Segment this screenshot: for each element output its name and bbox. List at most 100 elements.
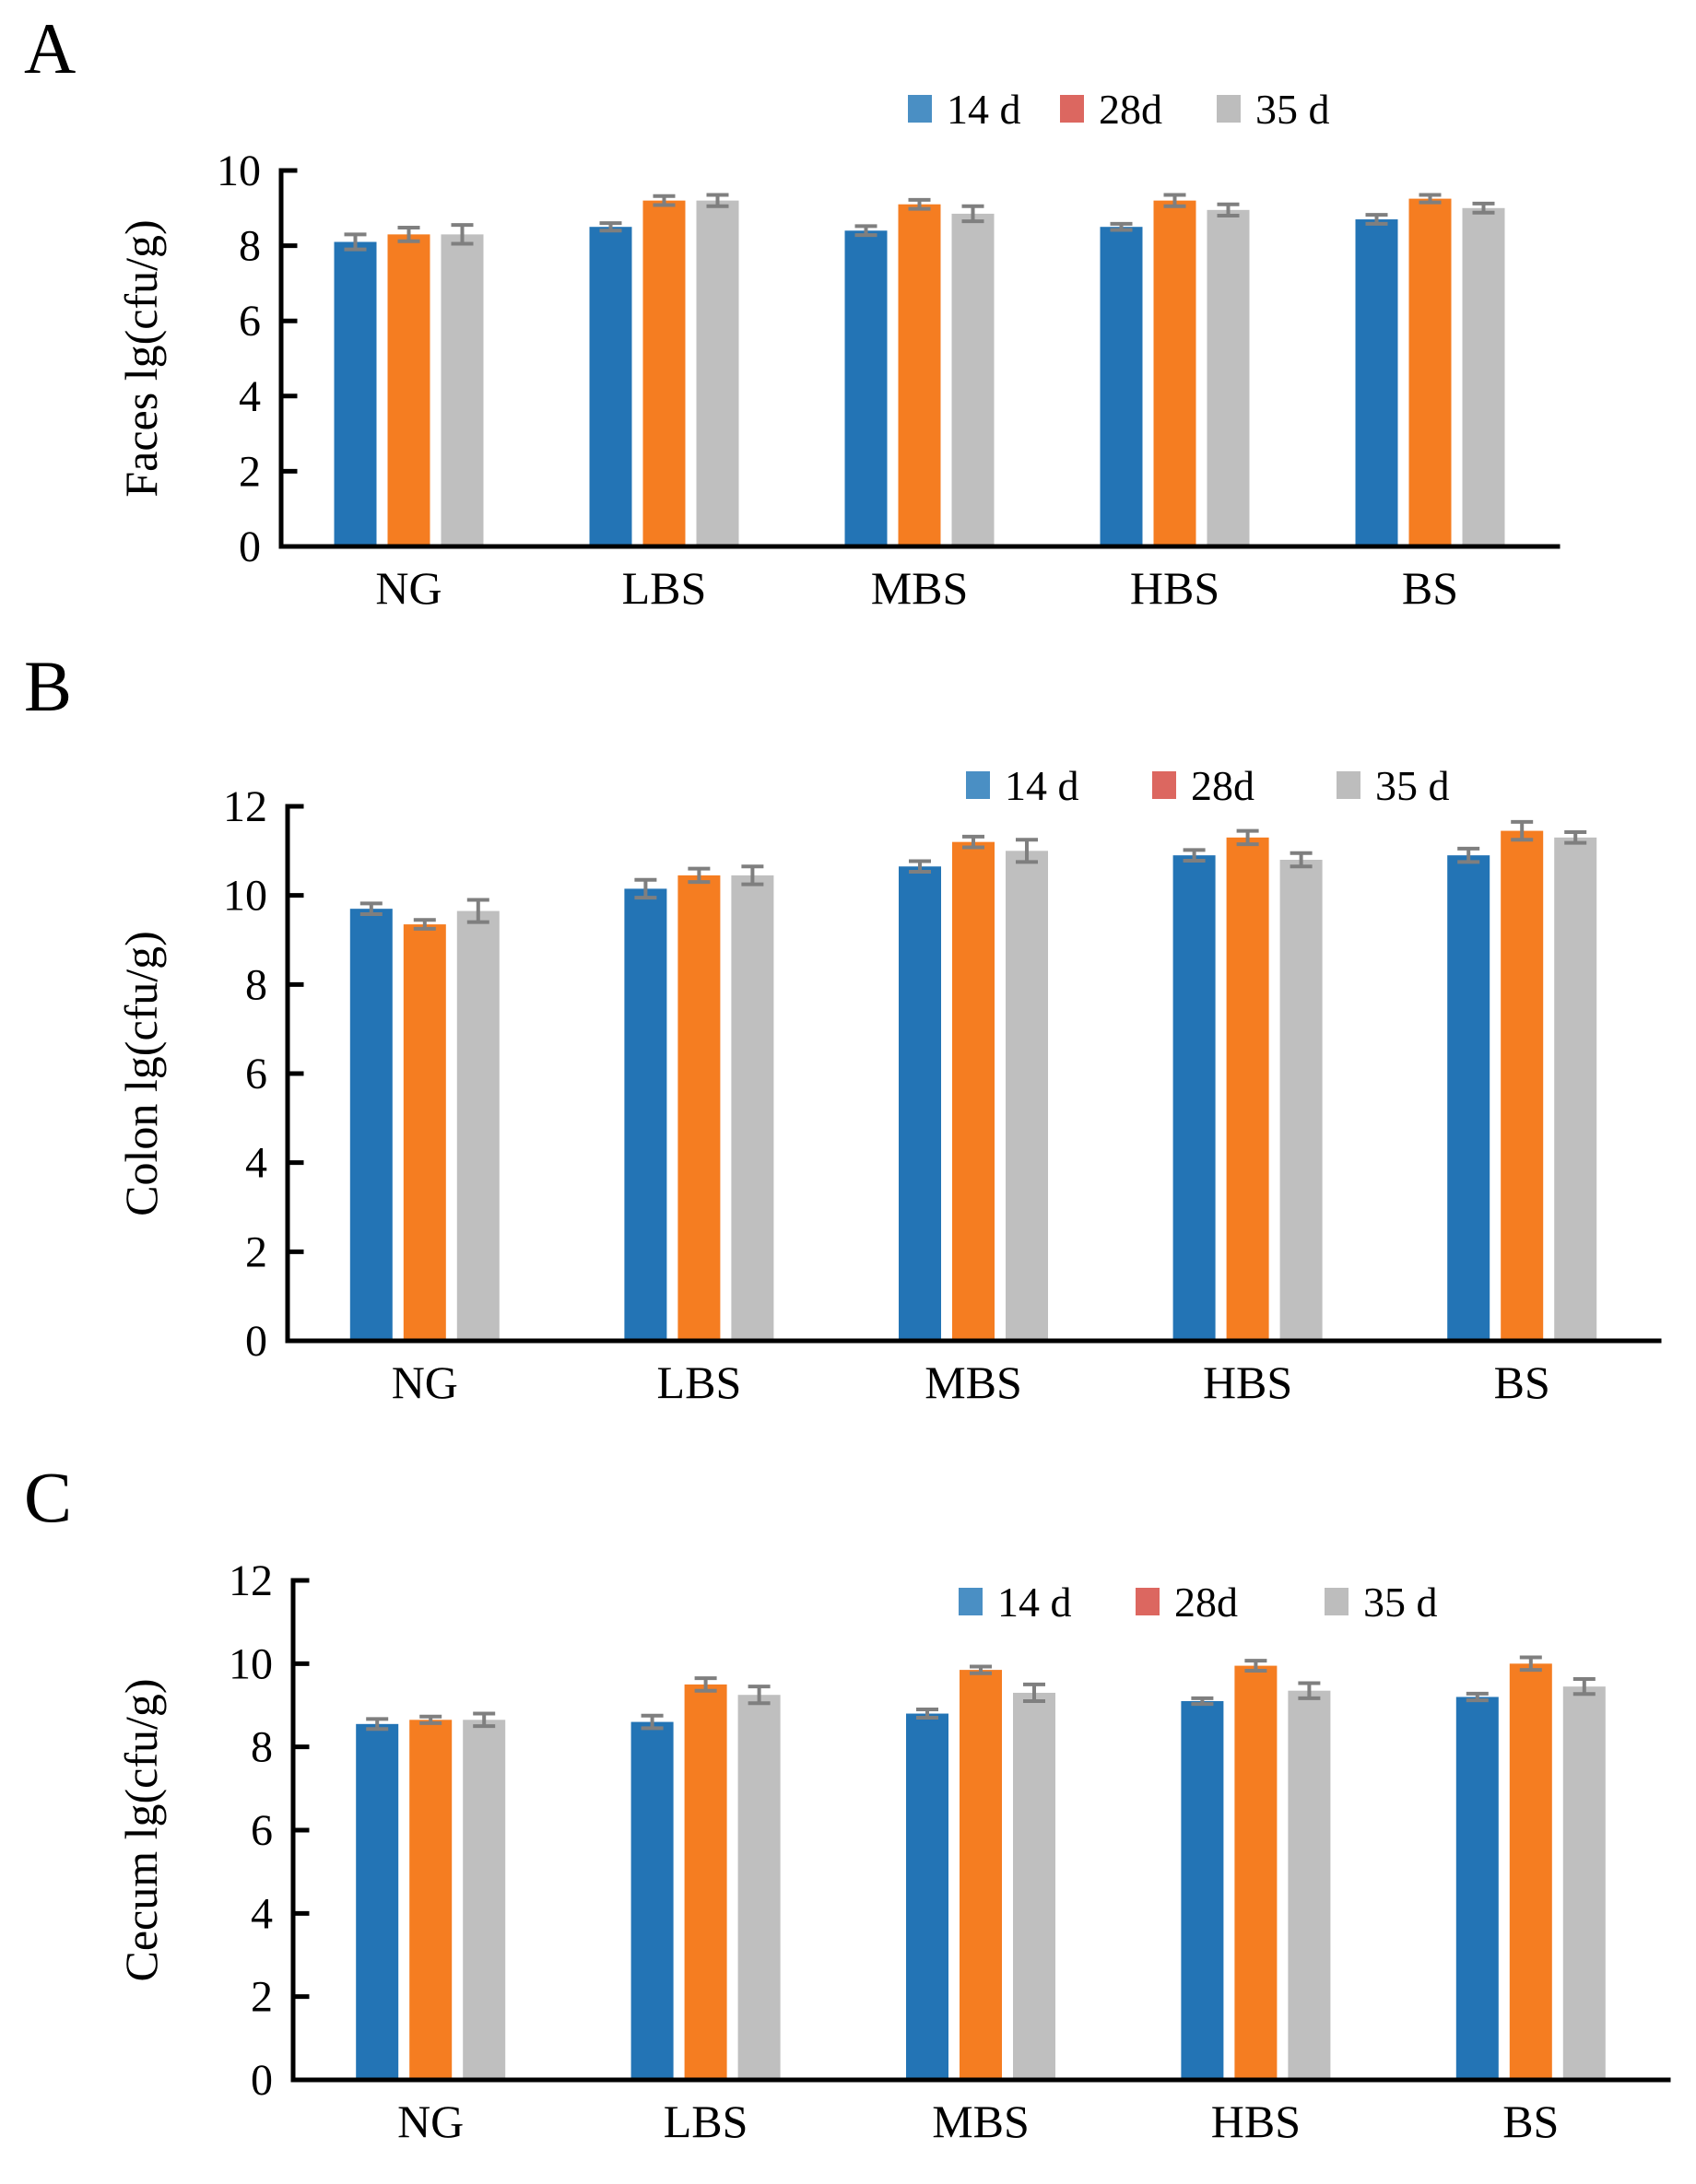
bar-HBS-28d xyxy=(1226,837,1269,1341)
x-category-label: BS xyxy=(1502,2096,1559,2147)
error-bar xyxy=(634,877,657,900)
bar-LBS-28d xyxy=(642,200,686,546)
bar-HBS-35d xyxy=(1207,209,1250,546)
legend-label: 35 d xyxy=(1375,762,1450,809)
bar-BS-14d xyxy=(1355,219,1398,547)
error-bar xyxy=(366,1717,389,1732)
axes xyxy=(278,168,1561,549)
bar-MBS-14d xyxy=(906,1713,948,2080)
error-bar xyxy=(908,197,931,211)
bar-BS-35d xyxy=(1554,837,1597,1341)
bar-MBS-14d xyxy=(899,866,941,1341)
error-bar xyxy=(419,1714,442,1725)
y-tick-label: 10 xyxy=(217,147,261,195)
bar-LBS-35d xyxy=(696,200,739,546)
bar-BS-28d xyxy=(1408,198,1452,546)
legend-label: 14 d xyxy=(997,1579,1072,1626)
bar-BS-35d xyxy=(1562,1686,1606,2080)
error-bar xyxy=(466,898,489,924)
y-axis-title: Cecum lg(cfu/g) xyxy=(115,1678,167,1981)
legend-label: 14 d xyxy=(947,86,1021,133)
bar-HBS-28d xyxy=(1234,1665,1278,2080)
y-tick-label: 8 xyxy=(251,1723,273,1772)
legend-label: 35 d xyxy=(1255,86,1330,133)
bar-MBS-35d xyxy=(1013,1692,1055,2080)
legend-label: 35 d xyxy=(1363,1579,1438,1626)
chart-a-feces: 0 2 4 6 8 10 NG LBS MBS HBS BS Faces lg(cfu/g) 14 d 2… xyxy=(115,86,1561,614)
error-bar xyxy=(599,221,622,233)
error-bar xyxy=(1191,1696,1214,1707)
legend: 14 d 28d 35 d xyxy=(959,1579,1438,1626)
bar-MBS-14d xyxy=(844,230,888,546)
error-bar xyxy=(916,1708,938,1720)
bar-HBS-14d xyxy=(1181,1700,1224,2080)
x-category-label: NG xyxy=(375,562,442,614)
error-bar xyxy=(1217,202,1240,217)
bar-HBS-35d xyxy=(1288,1690,1331,2080)
y-tick-label: 0 xyxy=(245,1317,267,1366)
legend-label: 28d xyxy=(1099,86,1162,133)
y-axis-title: Faces lg(cfu/g) xyxy=(115,219,167,497)
legend-swatch-14d xyxy=(966,771,990,799)
y-tick-label: 10 xyxy=(229,1639,273,1688)
error-bar xyxy=(413,918,436,931)
chart-c-cecum: 0 2 4 6 8 10 12 NG LBS MBS HBS BS Cecum lg(cfu/g) 14 … xyxy=(115,1556,1671,2147)
error-bar xyxy=(694,1676,717,1693)
legend: 14 d 28d 35 d xyxy=(966,762,1450,809)
x-category-label: HBS xyxy=(1211,2096,1301,2147)
bar-LBS-14d xyxy=(589,227,632,546)
x-category-label: BS xyxy=(1494,1356,1550,1408)
error-bar xyxy=(451,223,474,246)
y-tick-label: 2 xyxy=(251,1973,273,2022)
error-bar xyxy=(473,1711,496,1729)
bar-LBS-14d xyxy=(630,1721,674,2080)
axes xyxy=(290,1578,1671,2083)
legend-swatch-35d xyxy=(1325,1588,1349,1615)
error-bar xyxy=(1457,846,1480,864)
y-tick-label: 4 xyxy=(245,1139,267,1188)
y-tick-label: 0 xyxy=(251,2056,273,2105)
bar-HBS-35d xyxy=(1279,860,1323,1341)
error-bar xyxy=(1183,848,1206,863)
bar-LBS-28d xyxy=(684,1684,727,2080)
y-tick-label: 12 xyxy=(223,782,267,831)
error-bar xyxy=(741,864,764,887)
error-bar xyxy=(1511,819,1534,842)
panel-b-letter: B xyxy=(24,646,73,726)
y-tick-label: 10 xyxy=(223,872,267,921)
x-category-label: HBS xyxy=(1203,1356,1292,1408)
error-bar xyxy=(1110,221,1133,232)
x-category-label: MBS xyxy=(871,562,969,614)
bar-NG-14d xyxy=(334,241,377,546)
x-category-label: NG xyxy=(392,1356,458,1408)
bar-LBS-35d xyxy=(731,875,774,1341)
bar-HBS-14d xyxy=(1172,855,1216,1341)
y-tick-label: 12 xyxy=(229,1556,273,1605)
x-category-label: LBS xyxy=(657,1356,742,1408)
y-tick-label: 6 xyxy=(245,1050,267,1098)
x-category-label: LBS xyxy=(622,562,707,614)
x-category-label: HBS xyxy=(1130,562,1219,614)
legend-swatch-14d xyxy=(908,95,932,123)
legend-swatch-28d xyxy=(1152,771,1176,799)
bar-NG-14d xyxy=(349,909,393,1341)
y-tick-label: 0 xyxy=(239,523,261,571)
error-bar xyxy=(1472,201,1495,215)
y-tick-label: 8 xyxy=(239,222,261,271)
error-bar xyxy=(1016,838,1038,864)
error-bar xyxy=(1236,828,1259,847)
error-bar xyxy=(1163,193,1186,208)
error-bar xyxy=(1572,1677,1596,1697)
y-tick-label: 2 xyxy=(245,1227,267,1276)
error-bar xyxy=(688,866,711,885)
bar-NG-14d xyxy=(356,1723,399,2080)
error-bar xyxy=(854,224,877,238)
error-bar xyxy=(641,1713,664,1731)
bar-HBS-14d xyxy=(1100,227,1143,546)
bar-BS-35d xyxy=(1462,207,1505,547)
error-bar xyxy=(1519,1655,1542,1673)
bar-MBS-35d xyxy=(951,213,995,547)
legend-swatch-28d xyxy=(1060,95,1084,123)
chart-b-colon: 0 2 4 6 8 10 12 NG LBS MBS HBS BS Colon lg(cfu/g) 14 … xyxy=(115,762,1662,1408)
